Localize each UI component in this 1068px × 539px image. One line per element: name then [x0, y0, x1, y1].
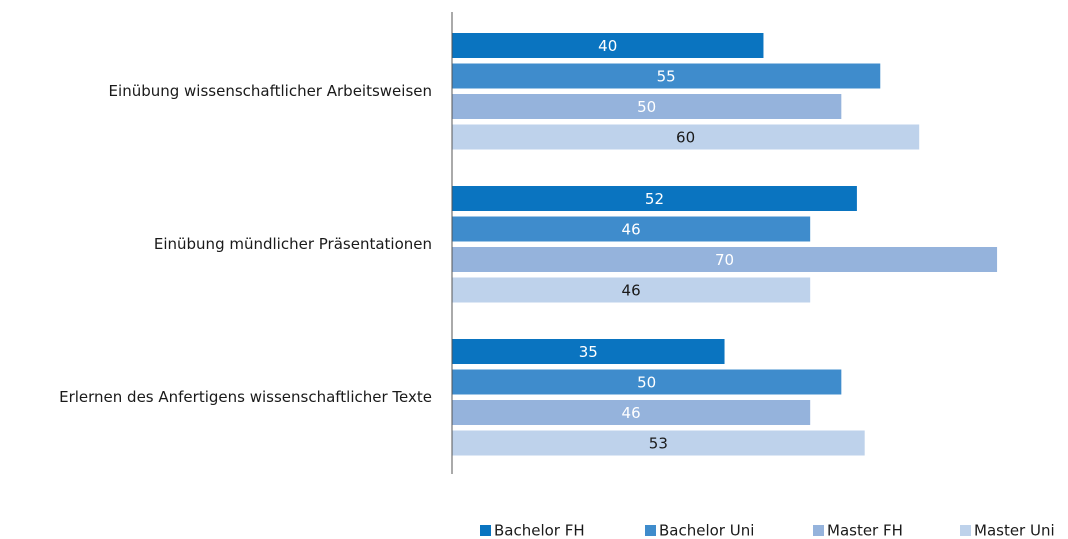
data-label: 46 [622, 221, 641, 239]
data-label: 46 [622, 282, 641, 300]
bar [452, 277, 811, 303]
legend-label: Master FH [827, 522, 903, 539]
data-label: 46 [622, 404, 641, 422]
bar [452, 94, 842, 119]
bar [452, 247, 998, 272]
legend-label: Bachelor Uni [659, 522, 754, 539]
bar [452, 430, 865, 456]
category-label: Einübung wissenschaftlicher Arbeitsweise… [109, 82, 432, 100]
data-label: 50 [637, 374, 656, 392]
data-label: 50 [637, 98, 656, 116]
category-label: Einübung mündlicher Präsentationen [154, 235, 432, 253]
data-label: 52 [645, 190, 664, 208]
legend-swatch [480, 525, 491, 536]
data-label: 53 [649, 435, 668, 453]
data-label: 60 [676, 129, 695, 147]
bar [452, 63, 881, 89]
category-label: Erlernen des Anfertigens wissenschaftlic… [59, 388, 432, 406]
legend-label: Bachelor FH [494, 522, 585, 539]
bar [452, 186, 857, 211]
bar [452, 339, 725, 364]
bar [452, 216, 811, 242]
legend-swatch [960, 525, 971, 536]
bar [452, 33, 764, 58]
data-label: 70 [715, 251, 734, 269]
legend-swatch [813, 525, 824, 536]
bar [452, 124, 920, 150]
data-label: 40 [598, 37, 617, 55]
legend-label: Master Uni [974, 522, 1055, 539]
bar [452, 369, 842, 395]
data-label: 55 [657, 68, 676, 86]
bar [452, 400, 811, 425]
legend-swatch [645, 525, 656, 536]
data-label: 35 [579, 343, 598, 361]
